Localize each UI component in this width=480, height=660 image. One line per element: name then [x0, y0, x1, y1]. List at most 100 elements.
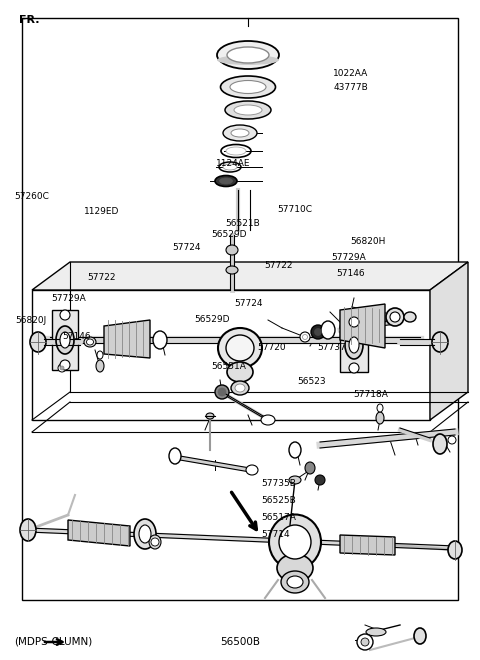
Ellipse shape [235, 384, 245, 392]
Ellipse shape [261, 415, 275, 425]
Ellipse shape [448, 436, 456, 444]
Ellipse shape [289, 476, 301, 484]
Ellipse shape [97, 351, 103, 359]
Text: 57714: 57714 [262, 530, 290, 539]
Ellipse shape [227, 362, 253, 382]
Polygon shape [340, 535, 395, 555]
Ellipse shape [215, 385, 229, 399]
Ellipse shape [300, 332, 310, 342]
Ellipse shape [139, 525, 151, 543]
Text: 57146: 57146 [62, 332, 91, 341]
Ellipse shape [217, 55, 279, 65]
Ellipse shape [281, 571, 309, 593]
Ellipse shape [377, 404, 383, 412]
Ellipse shape [226, 147, 246, 155]
Text: 56529D: 56529D [211, 230, 247, 240]
Ellipse shape [30, 332, 46, 352]
Text: 57737: 57737 [317, 343, 346, 352]
Ellipse shape [386, 308, 404, 326]
Ellipse shape [226, 266, 238, 274]
Text: 57724: 57724 [234, 299, 263, 308]
Ellipse shape [314, 329, 322, 335]
Text: 1022AA: 1022AA [333, 69, 368, 79]
Text: 57146: 57146 [336, 269, 365, 278]
Ellipse shape [206, 413, 214, 419]
Ellipse shape [357, 634, 373, 650]
Ellipse shape [340, 322, 350, 332]
Ellipse shape [153, 331, 167, 349]
Ellipse shape [231, 129, 249, 137]
Ellipse shape [321, 321, 335, 339]
Circle shape [349, 363, 359, 373]
Text: 1124AE: 1124AE [216, 159, 251, 168]
Text: 56529D: 56529D [194, 315, 230, 324]
Ellipse shape [218, 328, 262, 368]
Polygon shape [22, 18, 458, 600]
Ellipse shape [86, 339, 94, 345]
Text: 57722: 57722 [87, 273, 116, 282]
Polygon shape [430, 262, 468, 420]
Ellipse shape [246, 465, 258, 475]
Text: 57729A: 57729A [331, 253, 366, 262]
Ellipse shape [84, 337, 96, 347]
Text: 57718A: 57718A [353, 390, 388, 399]
Ellipse shape [234, 105, 262, 115]
Ellipse shape [134, 519, 156, 549]
Ellipse shape [149, 535, 161, 549]
Ellipse shape [58, 364, 66, 372]
Ellipse shape [302, 335, 308, 339]
Ellipse shape [20, 519, 36, 541]
Ellipse shape [223, 125, 257, 141]
Ellipse shape [371, 316, 385, 326]
Ellipse shape [215, 176, 237, 187]
Circle shape [349, 317, 359, 327]
Ellipse shape [60, 366, 64, 370]
Text: 57722: 57722 [264, 261, 292, 270]
Text: 57729A: 57729A [51, 294, 85, 303]
Text: 57710C: 57710C [277, 205, 312, 214]
Text: 43777B: 43777B [333, 82, 368, 92]
Text: 56500B: 56500B [220, 636, 260, 647]
Text: FR.: FR. [19, 15, 40, 25]
Text: 57720: 57720 [257, 343, 286, 352]
Polygon shape [32, 290, 430, 420]
Ellipse shape [60, 332, 70, 348]
Text: 1129ED: 1129ED [84, 207, 120, 216]
Text: 56517A: 56517A [262, 513, 297, 522]
Ellipse shape [217, 41, 279, 69]
Ellipse shape [231, 381, 249, 395]
Ellipse shape [230, 81, 266, 94]
Ellipse shape [315, 475, 325, 485]
Ellipse shape [289, 442, 301, 458]
Ellipse shape [269, 515, 321, 570]
Ellipse shape [225, 101, 271, 119]
Ellipse shape [433, 434, 447, 454]
Text: 56820J: 56820J [15, 316, 47, 325]
Ellipse shape [277, 554, 313, 582]
Ellipse shape [432, 332, 448, 352]
Polygon shape [52, 310, 78, 370]
Text: 56820H: 56820H [350, 237, 386, 246]
Text: 57735B: 57735B [262, 478, 297, 488]
Ellipse shape [361, 638, 369, 646]
Ellipse shape [169, 448, 181, 464]
Ellipse shape [366, 628, 386, 636]
Polygon shape [104, 320, 150, 358]
Ellipse shape [349, 337, 359, 353]
Text: 56521B: 56521B [226, 218, 260, 228]
Circle shape [60, 310, 70, 320]
Ellipse shape [414, 628, 426, 644]
Ellipse shape [226, 335, 254, 361]
Ellipse shape [279, 525, 311, 559]
Ellipse shape [220, 76, 276, 98]
Text: 57724: 57724 [172, 243, 200, 252]
Circle shape [151, 538, 159, 546]
Text: 56551A: 56551A [211, 362, 246, 372]
Ellipse shape [354, 319, 366, 329]
Text: 56523: 56523 [298, 377, 326, 386]
Ellipse shape [404, 312, 416, 322]
Ellipse shape [227, 47, 269, 63]
Ellipse shape [287, 576, 303, 588]
Ellipse shape [345, 331, 363, 359]
Text: 56525B: 56525B [262, 496, 296, 505]
